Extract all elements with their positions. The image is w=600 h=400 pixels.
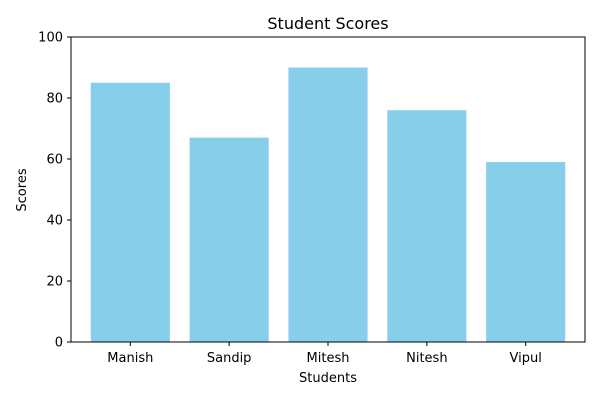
bar-manish — [90, 82, 170, 342]
plot-frame — [70, 36, 586, 343]
y-tick-label: 100 — [38, 31, 63, 46]
y-tick-label: 0 — [55, 336, 63, 351]
y-tick-label: 20 — [46, 275, 63, 290]
x-tick-label: Vipul — [510, 351, 542, 366]
x-tick-label: Manish — [107, 351, 153, 366]
x-tick-label: Mitesh — [307, 351, 350, 366]
y-tick-label: 40 — [46, 214, 63, 229]
x-tick-label: Nitesh — [406, 351, 447, 366]
bar-nitesh — [387, 110, 467, 342]
x-tick-label: Sandip — [207, 351, 252, 366]
x-axis-label: Students — [299, 371, 357, 386]
y-tick-label: 80 — [46, 92, 63, 107]
bar-vipul — [486, 162, 566, 342]
x-axis-ticks: Manish Sandip Mitesh Nitesh Vipul — [107, 342, 542, 366]
y-tick-label: 60 — [46, 153, 63, 168]
chart-title: Student Scores — [267, 14, 388, 33]
y-axis-label: Scores — [15, 168, 30, 211]
y-axis-ticks: 0 20 40 60 80 100 — [38, 31, 71, 351]
bar-sandip — [189, 137, 269, 342]
bars-layer — [90, 67, 566, 342]
bar-mitesh — [288, 67, 368, 342]
